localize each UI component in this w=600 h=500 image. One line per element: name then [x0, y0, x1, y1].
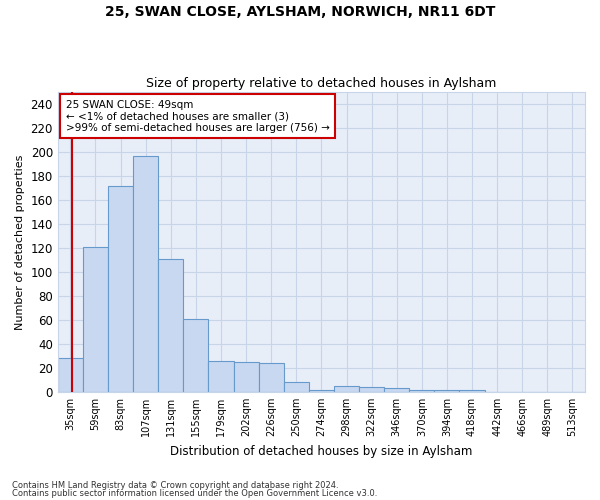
- Bar: [208, 360, 233, 392]
- Bar: [334, 386, 359, 392]
- Bar: [158, 259, 184, 392]
- Bar: [58, 358, 83, 392]
- Bar: [284, 382, 309, 392]
- Bar: [434, 390, 460, 392]
- Text: 25, SWAN CLOSE, AYLSHAM, NORWICH, NR11 6DT: 25, SWAN CLOSE, AYLSHAM, NORWICH, NR11 6…: [105, 5, 495, 19]
- Text: 25 SWAN CLOSE: 49sqm
← <1% of detached houses are smaller (3)
>99% of semi-detac: 25 SWAN CLOSE: 49sqm ← <1% of detached h…: [65, 100, 329, 133]
- Bar: [309, 390, 334, 392]
- Bar: [133, 156, 158, 392]
- Bar: [460, 390, 485, 392]
- Bar: [409, 390, 434, 392]
- Bar: [359, 387, 384, 392]
- Bar: [108, 186, 133, 392]
- Text: Contains public sector information licensed under the Open Government Licence v3: Contains public sector information licen…: [12, 488, 377, 498]
- Bar: [259, 363, 284, 392]
- Y-axis label: Number of detached properties: Number of detached properties: [15, 154, 25, 330]
- Bar: [384, 388, 409, 392]
- X-axis label: Distribution of detached houses by size in Aylsham: Distribution of detached houses by size …: [170, 444, 473, 458]
- Title: Size of property relative to detached houses in Aylsham: Size of property relative to detached ho…: [146, 76, 497, 90]
- Bar: [233, 362, 259, 392]
- Text: Contains HM Land Registry data © Crown copyright and database right 2024.: Contains HM Land Registry data © Crown c…: [12, 481, 338, 490]
- Bar: [184, 319, 208, 392]
- Bar: [83, 247, 108, 392]
